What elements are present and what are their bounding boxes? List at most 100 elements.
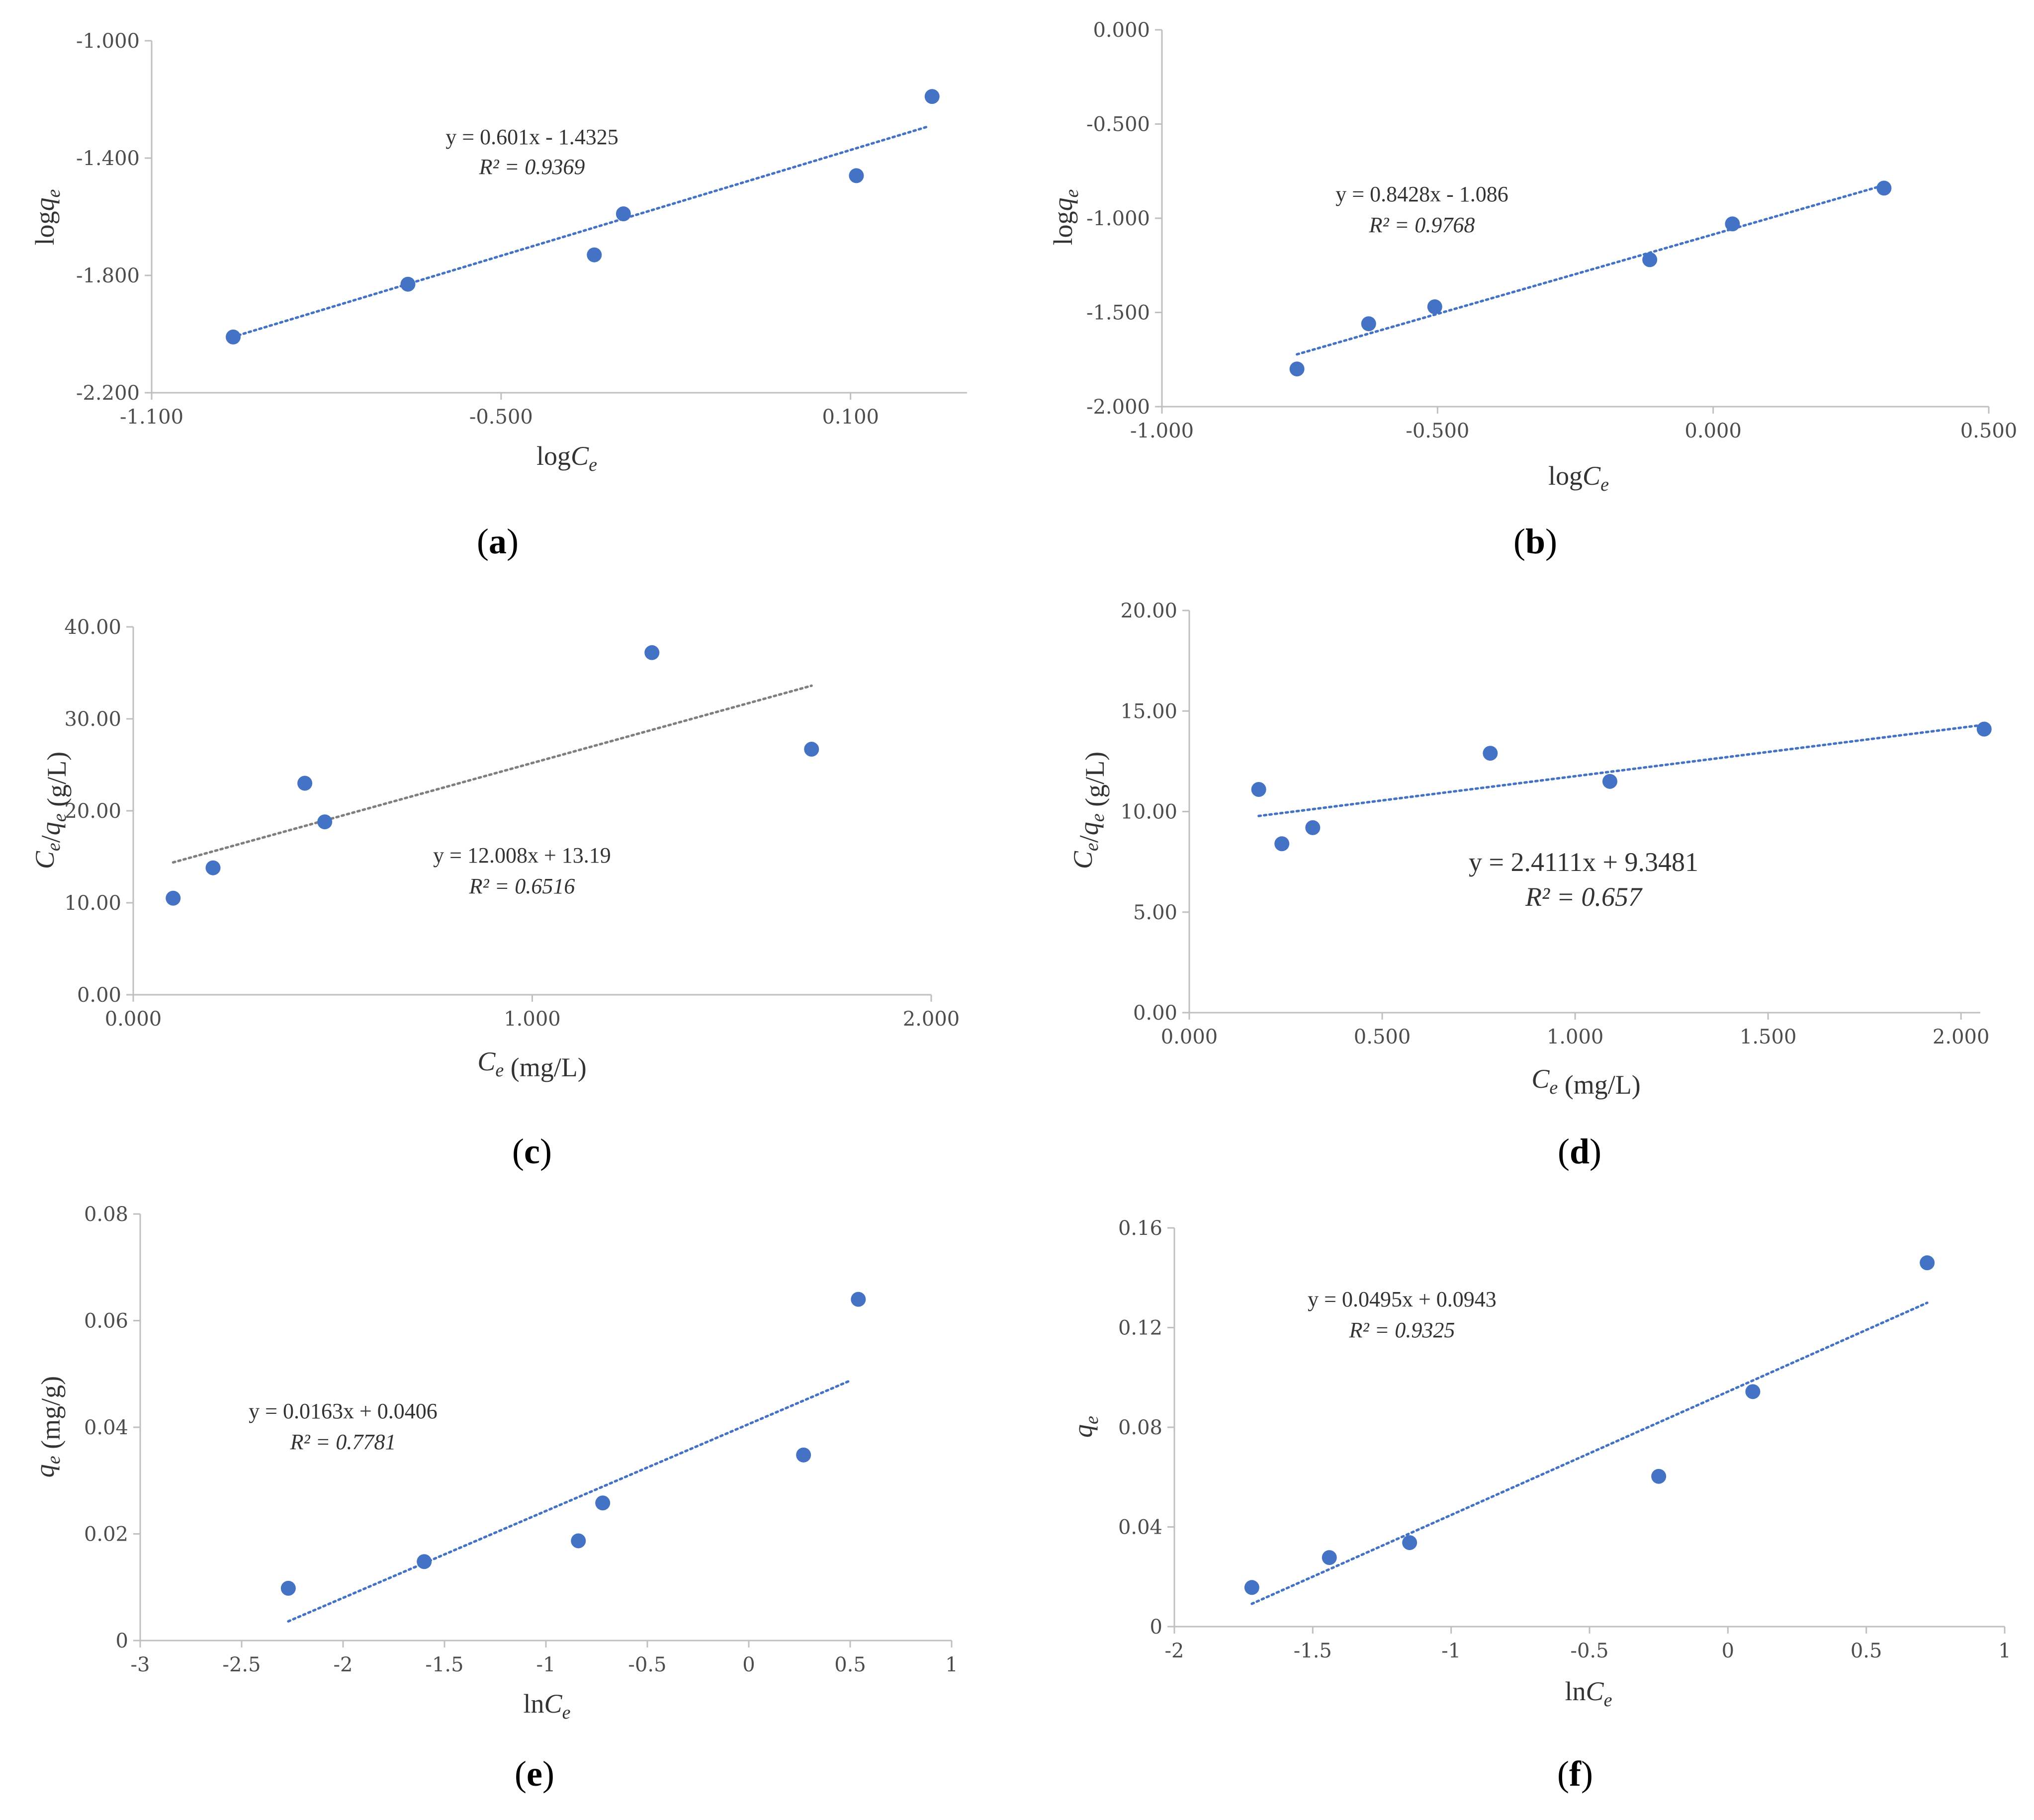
y-tick-label: -1.000 xyxy=(76,30,140,53)
data-point xyxy=(796,1447,811,1463)
y-axis-title: Ce/qe (g/L) xyxy=(1068,752,1110,869)
data-point xyxy=(226,329,241,345)
y-tick-label: -1.800 xyxy=(76,264,140,287)
x-tick-label: 1 xyxy=(945,1653,958,1676)
data-point xyxy=(1427,299,1442,315)
x-axis-title: lnCe xyxy=(1565,1676,1612,1711)
data-point xyxy=(595,1495,611,1511)
data-point xyxy=(1402,1535,1417,1551)
y-tick-label: 30.00 xyxy=(64,708,121,731)
x-tick-label: 0 xyxy=(1722,1640,1734,1662)
x-tick-label: 0.5 xyxy=(1851,1640,1882,1662)
x-tick-label: -2 xyxy=(334,1653,353,1676)
y-tick-label: 0.00 xyxy=(1133,1002,1177,1025)
chart-panel-b: -1.000 -0.500 0.000 0.5000.000-0.500-1.000-… xyxy=(1048,19,2017,561)
trendline-equation: y = 2.4111x + 9.3481 xyxy=(1469,847,1698,877)
data-point xyxy=(166,890,181,906)
trendline-equation: y = 0.8428x - 1.086 xyxy=(1335,182,1508,206)
r-squared-label: R² = 0.6516 xyxy=(469,874,575,898)
r-squared-label: R² = 0.9768 xyxy=(1369,213,1475,237)
y-tick-label: 10.00 xyxy=(1120,801,1177,824)
y-tick-label: 0.04 xyxy=(1118,1516,1162,1539)
x-tick-label: -2 xyxy=(1165,1640,1184,1662)
data-point xyxy=(1289,361,1305,377)
y-axis-title: qe xyxy=(1068,1416,1102,1438)
panel-label: (d) xyxy=(1558,1131,1601,1171)
y-tick-label: 0.000 xyxy=(1093,19,1150,42)
trendline-equation: y = 12.008x + 13.19 xyxy=(433,843,611,867)
x-axis-title: Ce (mg/L) xyxy=(1531,1064,1640,1100)
data-point xyxy=(1651,1469,1667,1484)
y-axis-title: logqe xyxy=(1048,189,1082,245)
data-point xyxy=(297,776,313,791)
y-tick-label: 15.00 xyxy=(1120,700,1177,723)
y-tick-label: 0.04 xyxy=(84,1416,128,1439)
y-tick-label: 0.02 xyxy=(84,1523,128,1546)
data-point xyxy=(1305,820,1321,835)
x-axis-title: logCe xyxy=(536,441,597,475)
x-tick-label: 1.000 xyxy=(504,1008,561,1031)
x-tick-label: 2.000 xyxy=(903,1008,960,1031)
data-point xyxy=(205,860,221,875)
y-axis-title: logqe xyxy=(30,189,64,245)
y-tick-label: -0.500 xyxy=(1086,113,1150,136)
x-tick-label: 0.000 xyxy=(1161,1026,1218,1048)
r-squared-label: R² = 0.9369 xyxy=(479,155,585,179)
x-tick-label: 0.000 xyxy=(1684,420,1742,442)
data-point xyxy=(1483,746,1498,761)
panel-label: (f) xyxy=(1557,1754,1593,1794)
panel-label: (c) xyxy=(512,1131,552,1171)
chart-panel-c: 0.000 1.000 2.000 40.00 30.00 20.00 10.00 0.00 y… xyxy=(30,616,960,1171)
y-tick-label: 0.08 xyxy=(84,1203,128,1226)
x-tick-label: 0.000 xyxy=(105,1008,162,1031)
data-point xyxy=(587,247,602,262)
y-tick-label: -1.000 xyxy=(1086,207,1150,230)
x-tick-label: 0.500 xyxy=(1354,1026,1411,1048)
data-point xyxy=(1322,1550,1337,1565)
x-tick-label: -1.5 xyxy=(1294,1640,1332,1662)
chart-panel-d: 0.000 0.500 1.000 1.500 2.000 20.00 15.00 10.00… xyxy=(1068,600,1992,1171)
x-tick-label: 0 xyxy=(742,1653,755,1676)
chart-panel-e: -3 -2.5 -2 -1.5 -1 -0.5 0 0.5 1 0.08 0.06 0.04 0.02 0… xyxy=(30,1203,958,1794)
data-point xyxy=(1745,1384,1761,1399)
data-point xyxy=(400,276,416,292)
data-point xyxy=(804,742,819,757)
x-tick-label: -0.500 xyxy=(469,406,533,429)
y-tick-label: 40.00 xyxy=(64,616,121,639)
x-tick-label: -3 xyxy=(131,1653,150,1676)
data-point xyxy=(1725,216,1740,232)
data-point xyxy=(280,1580,296,1596)
chart-panel-f: -2 -1.5 -1 -0.5 0 0.5 1 0.16 0.12 0.08 0.04 0 y = 0.… xyxy=(1068,1217,2011,1794)
trendline-equation: y = 0.0163x + 0.0406 xyxy=(249,1399,438,1423)
data-point xyxy=(851,1292,866,1307)
trendline xyxy=(1257,723,1986,817)
x-tick-label: -0.5 xyxy=(628,1653,666,1676)
y-tick-label: -2.200 xyxy=(76,382,140,405)
x-tick-label: -1 xyxy=(1441,1640,1461,1662)
trendline xyxy=(172,684,813,864)
trendline-equation: y = 0.601x - 1.4325 xyxy=(445,125,618,149)
y-tick-label: -1.400 xyxy=(76,147,140,170)
r-squared-label: R² = 0.657 xyxy=(1525,882,1643,912)
data-point xyxy=(1920,1255,1935,1271)
data-point xyxy=(571,1533,586,1549)
panel-label: (a) xyxy=(477,521,519,561)
x-tick-label: -1.000 xyxy=(1130,420,1194,442)
x-tick-label: 1.000 xyxy=(1547,1026,1604,1048)
y-tick-label: 0.06 xyxy=(84,1310,128,1333)
x-tick-label: 2.000 xyxy=(1933,1026,1990,1048)
data-point xyxy=(1602,774,1617,789)
data-point xyxy=(1251,782,1266,797)
data-point xyxy=(616,206,631,222)
data-point xyxy=(924,89,940,104)
data-point xyxy=(1361,316,1376,332)
trendline xyxy=(287,1379,852,1623)
data-point xyxy=(317,814,333,830)
x-tick-label: -1.5 xyxy=(425,1653,463,1676)
y-tick-label: 0.12 xyxy=(1118,1317,1162,1340)
chart-panel-a: -1.100 -0.500 0.100 -1.000 -1.400 -1.800 -2.20… xyxy=(30,30,967,561)
x-tick-label: 1.500 xyxy=(1740,1026,1797,1048)
x-tick-label: -1 xyxy=(536,1653,556,1676)
